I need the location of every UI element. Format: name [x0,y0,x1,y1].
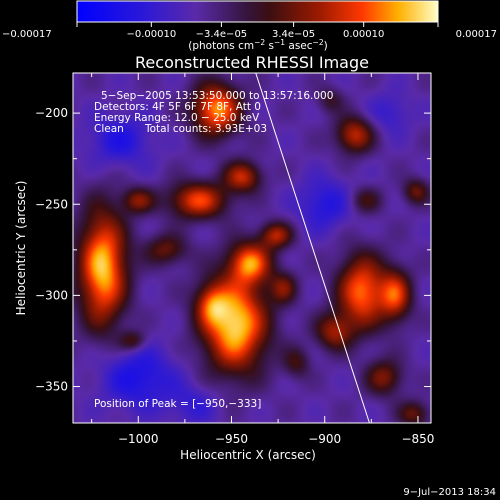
colorbar-tick-label: −3.4e−05 [196,29,248,40]
y-tick-label: −200 [35,106,68,120]
x-tick-label: −1000 [118,432,159,446]
x-axis-label: Heliocentric X (arcsec) [180,448,316,462]
annotation-counts: Total counts: 3.93E+03 [144,123,267,135]
y-axis-label: Heliocentric Y (arcsec) [14,181,28,316]
x-tick-label: −850 [401,432,434,446]
solar-limb-line [255,73,370,423]
plot-frame [72,72,432,424]
axes-ticks: −1000 −950 −900 −850 −200 −250 −300 −350 [35,73,434,446]
colorbar-tick-label: 0.00010 [343,29,384,40]
y-tick-label: −350 [35,380,68,394]
x-tick-label: −900 [308,432,341,446]
x-tick-label: −950 [215,432,248,446]
annotation-energy: Energy Range: 12.0 − 25.0 keV [94,112,260,124]
annotation-clean: Clean [94,123,124,135]
annotation-detectors: Detectors: 4F 5F 6F 7F 8F, Att 0 [94,101,261,113]
colorbar-tick-label: 0.00017 [456,29,497,40]
colorbar-units: (photons cm−2 s−1 asec−2) [188,38,327,52]
y-tick-label: −300 [35,288,68,302]
heatmap-image [73,73,431,423]
footer-date: 9−Jul−2013 18:34 [403,487,496,498]
colorbar-tick-label: −0.00017 [2,29,52,40]
annotation-time-range: 5−Sep−2005 13:53:50.000 to 13:57:16.000 [101,90,333,102]
annotation-peak: Position of Peak = [−950,−333] [94,398,261,410]
y-tick-label: −250 [35,197,68,211]
colorbar-ticks: −0.00017 −0.00010 −3.4e−05 3.4e−05 0.00010 0.… [2,22,497,40]
colorbar-tick-label: −0.00010 [126,29,176,40]
chart-title: Reconstructed RHESSI Image [135,53,369,72]
colorbar [76,0,439,23]
colorbar-tick-label: 3.4e−05 [272,29,315,40]
